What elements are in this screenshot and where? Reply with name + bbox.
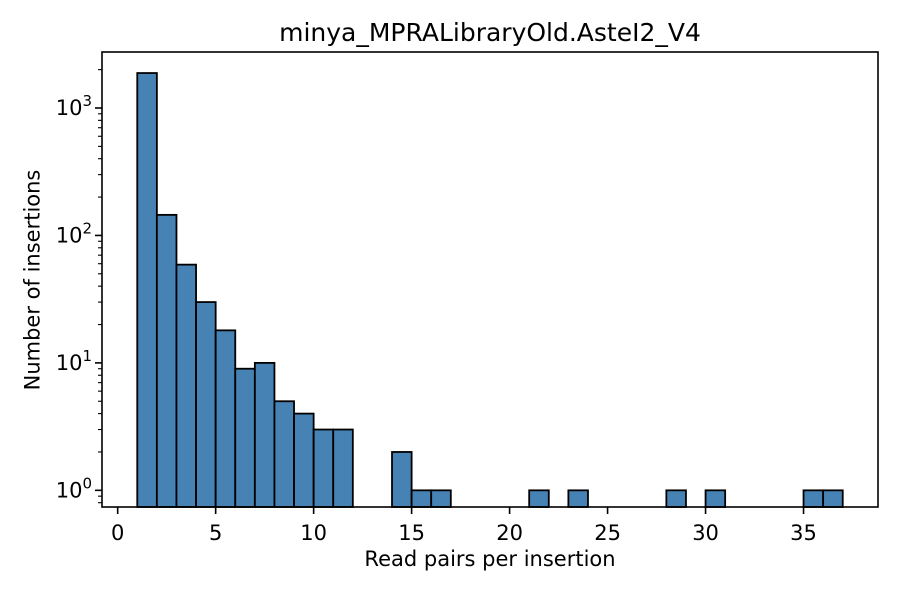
x-tick-label: 10 bbox=[300, 521, 327, 545]
histogram-bar bbox=[312, 428, 335, 508]
x-axis-label: Read pairs per insertion bbox=[364, 547, 616, 571]
histogram-bar bbox=[528, 489, 550, 508]
x-tick-label: 0 bbox=[111, 521, 124, 545]
histogram-bar bbox=[822, 489, 844, 508]
histogram-bar bbox=[234, 367, 256, 508]
x-tick-label: 15 bbox=[398, 521, 425, 545]
x-tick-label: 5 bbox=[209, 521, 222, 545]
x-tick-label: 35 bbox=[790, 521, 817, 545]
histogram-bar bbox=[293, 412, 315, 508]
histogram-bar bbox=[391, 451, 413, 508]
histogram-bar bbox=[175, 263, 197, 508]
histogram-bar bbox=[155, 213, 178, 508]
histogram-bar bbox=[195, 301, 217, 508]
chart-title: minya_MPRALibraryOld.AsteI2_V4 bbox=[279, 18, 701, 47]
y-tick-label: 102 bbox=[56, 219, 92, 247]
x-tick-label: 30 bbox=[692, 521, 719, 545]
histogram-bar bbox=[410, 489, 433, 508]
y-axis-label: Number of insertions bbox=[20, 169, 45, 391]
histogram-bar bbox=[567, 489, 589, 508]
histogram-bar bbox=[665, 489, 687, 508]
histogram-bar bbox=[704, 489, 727, 508]
histogram-bar bbox=[273, 400, 295, 508]
x-tick-label: 20 bbox=[496, 521, 523, 545]
y-tick-label: 103 bbox=[56, 92, 92, 120]
histogram-bar bbox=[430, 489, 452, 508]
histogram-bar bbox=[802, 489, 825, 508]
y-tick-label: 101 bbox=[56, 347, 92, 375]
histogram-bar bbox=[136, 72, 158, 508]
x-tick-label: 25 bbox=[594, 521, 621, 545]
histogram-bar bbox=[253, 361, 276, 508]
plot-frame bbox=[101, 51, 879, 508]
histogram-bar bbox=[332, 428, 354, 508]
y-tick-label: 100 bbox=[56, 474, 92, 502]
histogram-bar bbox=[214, 329, 237, 508]
